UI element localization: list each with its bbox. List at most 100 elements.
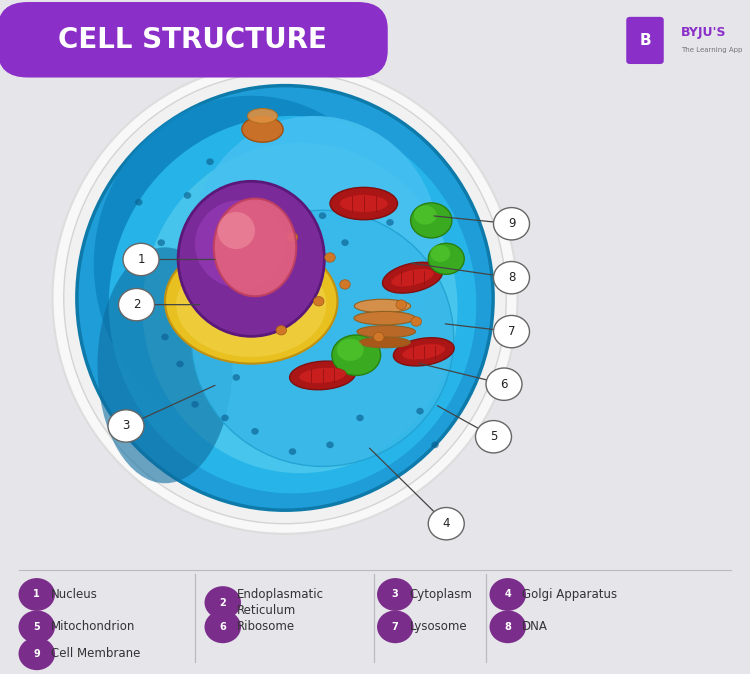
- Circle shape: [377, 611, 413, 643]
- Circle shape: [356, 415, 364, 421]
- Circle shape: [276, 326, 286, 335]
- FancyBboxPatch shape: [0, 2, 388, 78]
- Ellipse shape: [53, 62, 517, 534]
- Circle shape: [221, 415, 229, 421]
- Ellipse shape: [298, 367, 346, 384]
- Circle shape: [206, 158, 214, 165]
- Circle shape: [377, 578, 413, 611]
- Ellipse shape: [354, 299, 411, 313]
- Ellipse shape: [337, 338, 364, 361]
- Circle shape: [486, 368, 522, 400]
- Ellipse shape: [428, 243, 464, 274]
- Ellipse shape: [214, 198, 296, 296]
- Circle shape: [161, 334, 169, 340]
- Circle shape: [416, 408, 424, 415]
- Circle shape: [19, 611, 55, 643]
- Ellipse shape: [402, 344, 445, 360]
- Text: 8: 8: [504, 622, 512, 632]
- Ellipse shape: [410, 203, 452, 238]
- Ellipse shape: [248, 109, 278, 123]
- Ellipse shape: [330, 187, 398, 220]
- Circle shape: [374, 332, 384, 342]
- Circle shape: [476, 421, 512, 453]
- Circle shape: [319, 212, 326, 219]
- Text: BYJU'S: BYJU'S: [681, 26, 727, 39]
- Circle shape: [139, 293, 146, 300]
- Circle shape: [386, 219, 394, 226]
- Circle shape: [341, 239, 349, 246]
- Ellipse shape: [217, 212, 255, 249]
- Text: 2: 2: [220, 598, 226, 607]
- Text: 9: 9: [508, 217, 515, 231]
- Ellipse shape: [109, 116, 476, 493]
- Text: CELL STRUCTURE: CELL STRUCTURE: [58, 26, 327, 54]
- Text: 7: 7: [392, 622, 399, 632]
- Ellipse shape: [165, 239, 338, 363]
- Circle shape: [428, 508, 464, 540]
- Circle shape: [206, 253, 214, 259]
- Ellipse shape: [354, 311, 416, 325]
- Text: Lysosome: Lysosome: [410, 620, 467, 634]
- Ellipse shape: [94, 96, 409, 433]
- Circle shape: [251, 428, 259, 435]
- Ellipse shape: [430, 245, 450, 262]
- Text: 5: 5: [33, 622, 40, 632]
- Text: 1: 1: [33, 590, 40, 599]
- Text: Endoplasmatic
Reticulum: Endoplasmatic Reticulum: [237, 588, 324, 617]
- Text: 2: 2: [133, 298, 140, 311]
- Ellipse shape: [176, 252, 326, 357]
- Circle shape: [259, 226, 266, 233]
- Text: The Learning App: The Learning App: [681, 47, 742, 53]
- Text: 3: 3: [122, 419, 130, 433]
- Text: 9: 9: [33, 649, 40, 658]
- Ellipse shape: [359, 337, 410, 348]
- Text: 6: 6: [500, 377, 508, 391]
- Text: Ribosome: Ribosome: [237, 620, 295, 634]
- Text: DNA: DNA: [522, 620, 548, 634]
- Circle shape: [244, 259, 251, 266]
- Ellipse shape: [393, 338, 454, 366]
- Circle shape: [494, 262, 530, 294]
- Text: Cell Membrane: Cell Membrane: [51, 647, 140, 661]
- Text: 6: 6: [220, 622, 226, 632]
- Text: Cytoplasm: Cytoplasm: [410, 588, 472, 601]
- Text: 4: 4: [442, 517, 450, 530]
- Ellipse shape: [332, 335, 380, 375]
- FancyBboxPatch shape: [626, 17, 664, 64]
- Circle shape: [19, 638, 55, 670]
- Circle shape: [232, 374, 240, 381]
- Circle shape: [191, 401, 199, 408]
- Ellipse shape: [195, 200, 285, 288]
- Text: 8: 8: [508, 271, 515, 284]
- Text: Golgi Apparatus: Golgi Apparatus: [522, 588, 617, 601]
- Circle shape: [19, 578, 55, 611]
- Ellipse shape: [340, 195, 388, 212]
- Circle shape: [431, 441, 439, 448]
- Circle shape: [135, 199, 142, 206]
- Circle shape: [490, 578, 526, 611]
- Circle shape: [158, 239, 165, 246]
- Circle shape: [490, 611, 526, 643]
- Circle shape: [325, 253, 335, 262]
- Circle shape: [289, 448, 296, 455]
- Circle shape: [205, 586, 241, 619]
- Circle shape: [205, 611, 241, 643]
- Ellipse shape: [242, 117, 284, 142]
- Text: 1: 1: [137, 253, 145, 266]
- Circle shape: [176, 361, 184, 367]
- Text: Nucleus: Nucleus: [51, 588, 98, 601]
- Circle shape: [287, 233, 298, 242]
- Ellipse shape: [191, 210, 454, 466]
- Text: Mitochondrion: Mitochondrion: [51, 620, 135, 634]
- Circle shape: [314, 297, 324, 306]
- Text: 7: 7: [508, 325, 515, 338]
- Ellipse shape: [142, 143, 458, 473]
- Circle shape: [118, 288, 154, 321]
- Circle shape: [184, 192, 191, 199]
- Circle shape: [123, 243, 159, 276]
- Ellipse shape: [290, 361, 356, 390]
- Ellipse shape: [382, 262, 442, 293]
- Circle shape: [411, 317, 422, 326]
- Circle shape: [396, 300, 406, 309]
- Text: 3: 3: [392, 590, 399, 599]
